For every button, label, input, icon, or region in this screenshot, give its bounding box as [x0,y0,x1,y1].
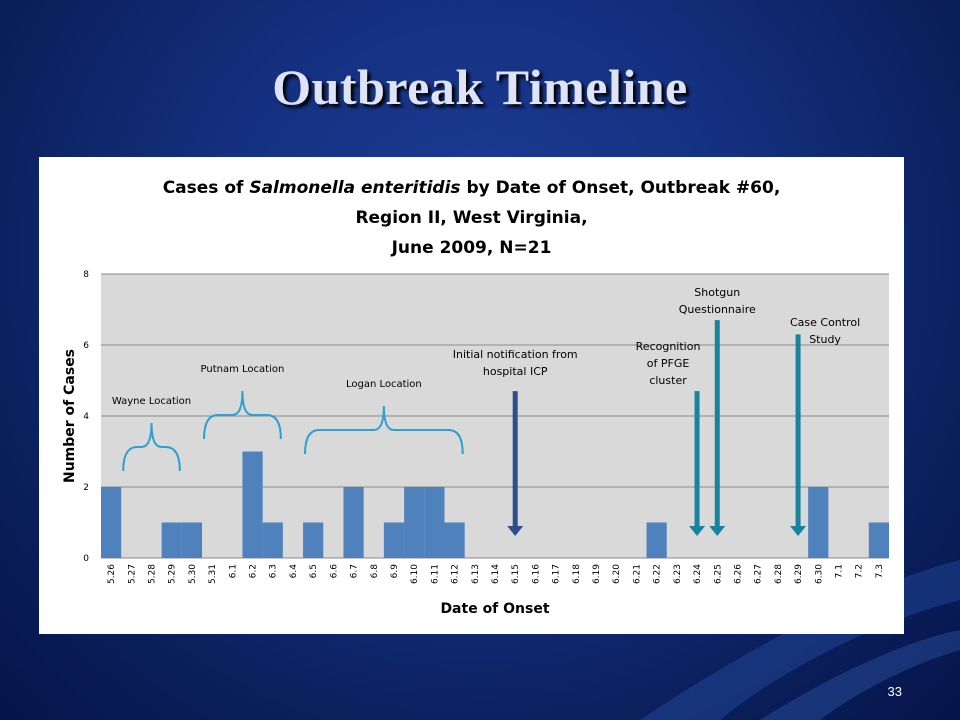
x-tick-label: 7.3 [875,564,885,578]
y-tick-label: 0 [83,554,89,564]
bar [101,487,122,558]
y-tick-label: 8 [83,270,89,280]
location-bracket [304,405,464,455]
x-tick-label: 6.22 [653,564,663,584]
location-label: Wayne Location [112,396,191,407]
annotation-arrow-head [507,526,524,536]
x-tick-label: 5.31 [208,564,218,584]
x-tick-label: 6.7 [350,564,360,578]
chart-panel: Cases of Salmonella enteritidis by Date … [39,157,904,634]
bar [181,522,203,558]
annotation-label: Case Control [790,316,860,329]
location-label: Logan Location [346,379,422,390]
x-tick-label: 5.27 [127,564,137,584]
x-tick-label: 6.29 [794,564,804,584]
x-tick-label: 6.28 [774,564,784,584]
bar [242,451,263,558]
annotation-label: Shotgun [694,286,740,299]
x-tick-label: 6.11 [430,564,440,584]
x-tick-label: 6.21 [632,564,642,584]
x-tick-label: 6.24 [693,564,703,584]
chart-title-line2: Region II, West Virginia, [355,208,588,228]
x-tick-label: 6.3 [269,564,279,578]
page-number: 33 [887,684,902,699]
bar [808,487,829,558]
location-bracket [122,422,181,472]
annotation-arrow-head [689,526,706,536]
x-tick-label: 6.6 [329,564,339,579]
x-tick-label: 6.9 [390,564,400,579]
chart-title-line3: June 2009, N=21 [391,238,552,258]
chart-title-prefix: Cases of [162,178,250,198]
y-tick-label: 6 [83,341,89,351]
location-label: Putnam Location [201,364,285,375]
bar [161,522,182,558]
bar [868,522,889,558]
annotation-label: hospital ICP [483,365,548,378]
annotation-label: Questionnaire [679,303,756,316]
annotation-label: of PFGE [647,357,690,370]
x-tick-label: 6.12 [451,564,461,584]
bar [383,522,405,558]
y-axis-label: Number of Cases [62,349,78,483]
x-tick-label: 6.16 [531,564,541,584]
chart-title: Cases of Salmonella enteritidis by Date … [39,173,904,263]
x-axis-label: Date of Onset [440,601,549,617]
x-tick-label: 5.29 [168,564,178,584]
chart-svg: 0 2 4 6 8 5.26 5.27 5.28 5.29 5.30 5.31 6.1 6.2 6.3 6.… [62,270,889,617]
bar [303,522,324,558]
x-tick-label: 6.10 [410,564,420,584]
x-tick-label: 6.5 [309,564,319,578]
annotation-label: Study [809,333,841,346]
x-tick-label: 5.30 [188,564,198,584]
x-tick-label: 6.27 [754,564,764,584]
annotation-label: Recognition [636,340,701,353]
chart-title-suffix: by Date of Onset, Outbreak #60, [460,178,781,198]
x-tick-label: 6.19 [592,564,602,584]
annotation-arrow-head [790,526,807,536]
x-tick-label: 7.1 [834,564,844,578]
location-bracket [203,390,282,440]
annotation-label: cluster [649,374,687,387]
chart-title-organism: Salmonella enteritidis [249,178,461,198]
x-tick-label: 6.17 [552,564,562,584]
x-tick-label: 6.13 [471,564,481,584]
x-tick-label: 6.18 [572,564,582,584]
x-tick-label: 6.8 [370,564,380,579]
annotation-label: Initial notification from [453,348,578,361]
x-tick-label: 6.25 [713,564,723,584]
x-tick-label: 7.2 [855,564,865,578]
bar [262,522,283,558]
x-tick-label: 6.15 [511,564,521,584]
bar [424,487,445,558]
x-tick-label: 5.28 [148,564,158,584]
bar [646,522,667,558]
x-tick-label: 6.20 [612,564,622,584]
x-tick-label: 6.1 [228,564,238,578]
x-tick-label: 5.26 [107,564,117,584]
x-tick-label: 6.23 [673,564,683,584]
x-tick-label: 6.4 [289,564,299,579]
annotation-arrow-head [709,526,726,536]
y-tick-label: 2 [83,483,89,493]
x-tick-label: 6.26 [733,564,743,584]
y-tick-label: 4 [83,412,89,422]
bar [404,487,425,558]
x-tick-label: 6.14 [491,564,501,584]
bar [343,487,364,558]
bar [444,522,465,558]
x-tick-label: 6.2 [249,564,259,578]
x-tick-label: 6.30 [814,564,824,584]
slide-title: Outbreak Timeline [272,59,688,115]
